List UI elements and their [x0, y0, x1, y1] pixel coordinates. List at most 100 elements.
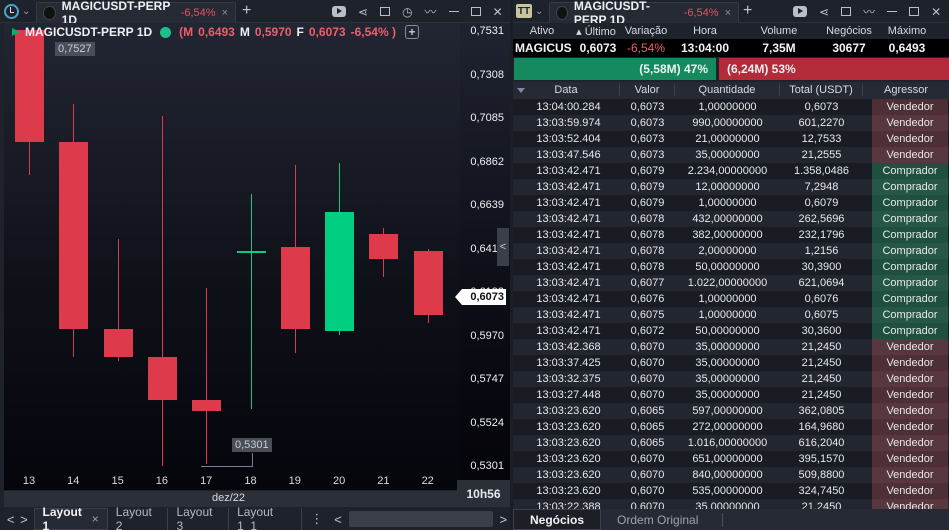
layout-tab-3[interactable]: Layout 3: [168, 505, 230, 530]
table-row[interactable]: 13:03:23.620 0,6070 840,00000000 509,8800 Ve…: [513, 467, 949, 483]
price-axis[interactable]: 0,75310,73080,70850,68620,66390,64160,61…: [460, 23, 510, 480]
table-row[interactable]: 13:03:22.388 0,6070 35,00000000 21,2450 Vend…: [513, 499, 949, 509]
table-row[interactable]: 13:03:42.368 0,6070 35,00000000 21,2450 Vend…: [513, 339, 949, 355]
quote-header-ativo[interactable]: Ativo: [529, 25, 555, 37]
close-layout-icon[interactable]: ×: [91, 512, 99, 526]
time-axis-label: 15: [111, 475, 124, 487]
cell-quantidade: 50,00000000: [695, 325, 760, 337]
table-row[interactable]: 13:03:42.471 0,6078 50,00000000 30,3900 Comp…: [513, 259, 949, 275]
sort-desc-icon[interactable]: [517, 88, 525, 93]
maximize-icon[interactable]: [909, 7, 920, 16]
quote-header-maximo[interactable]: Máximo: [887, 25, 927, 37]
time-axis[interactable]: 13 14 15 16 17 18 19 20 21 22: [4, 470, 460, 490]
candlestick-chart[interactable]: [4, 23, 460, 490]
table-row[interactable]: 13:03:42.471 0,6078 2,00000000 1,2156 Compra…: [513, 243, 949, 259]
table-row[interactable]: 13:03:42.471 0,6078 432,00000000 262,5696 Co…: [513, 211, 949, 227]
column-header-data[interactable]: Data: [513, 84, 620, 96]
chevron-down-icon[interactable]: ⌄: [22, 6, 31, 17]
close-window-icon[interactable]: ✕: [492, 4, 503, 19]
month-label: dez/22: [212, 492, 246, 504]
cell-quantidade: 35,00000000: [695, 357, 760, 369]
table-row[interactable]: 13:03:32.375 0,6070 35,00000000 21,2450 Vend…: [513, 371, 949, 387]
add-tab-button[interactable]: +: [743, 2, 753, 19]
cell-quantidade: 272,00000000: [692, 421, 763, 433]
cell-quantidade: 1.022,00000000: [687, 277, 768, 289]
close-tab-icon[interactable]: ×: [221, 7, 228, 19]
add-tab-button[interactable]: +: [242, 2, 252, 19]
windows-icon[interactable]: [380, 7, 391, 16]
cell-data: 13:03:23.620: [536, 469, 601, 481]
tab-magicusdt-chart[interactable]: MAGICUSDT-PERP 1D -6,54% ×: [36, 0, 236, 27]
table-row[interactable]: 13:03:47.546 0,6073 35,00000000 21,2555 Vend…: [513, 147, 949, 163]
times-trades-icon[interactable]: TT: [516, 4, 532, 18]
collapse-panel-button[interactable]: <: [497, 228, 509, 266]
replay-icon[interactable]: [332, 6, 346, 17]
table-row[interactable]: 13:03:42.471 0,6075 1,00000000 0,6075 Compra…: [513, 307, 949, 323]
cell-valor: 0,6079: [630, 165, 665, 177]
layout-tab-2[interactable]: Layout 2: [108, 505, 169, 530]
prev-layout-button[interactable]: <: [6, 511, 15, 527]
quote-header-ultimo[interactable]: ▴ Último: [576, 26, 616, 38]
cell-agressor: Vendedor: [872, 483, 948, 499]
table-row[interactable]: 13:03:42.471 0,6079 2.234,00000000 1.358,04…: [513, 163, 949, 179]
quote-header-variacao[interactable]: Variação: [624, 25, 668, 37]
table-row[interactable]: 13:03:23.620 0,6070 535,00000000 324,7450 Ve…: [513, 483, 949, 499]
table-row[interactable]: 13:03:42.471 0,6076 1,00000000 0,6076 Compra…: [513, 291, 949, 307]
time-axis-label: 21: [377, 475, 390, 487]
table-row[interactable]: 13:03:42.471 0,6079 12,00000000 7,2948 Compr…: [513, 179, 949, 195]
low-marker: 0,5301: [232, 438, 272, 452]
column-header-total[interactable]: Total (USDT): [780, 84, 863, 96]
quote-header-volume[interactable]: Volume: [760, 25, 798, 37]
close-window-icon[interactable]: ✕: [931, 4, 942, 19]
minimize-icon[interactable]: [448, 10, 459, 13]
tab-magicusdt-trades[interactable]: MAGICUSDT-PERP 1D -6,54% ×: [549, 0, 739, 27]
minimize-icon[interactable]: [887, 10, 898, 13]
scroll-left-button[interactable]: <: [334, 511, 342, 527]
chevron-down-icon[interactable]: ⌄: [535, 6, 544, 17]
clock-icon[interactable]: [4, 4, 19, 19]
status-dot-icon: [160, 26, 172, 38]
table-row[interactable]: 13:03:42.471 0,6079 1,00000000 0,6079 Compra…: [513, 195, 949, 211]
table-row[interactable]: 13:03:42.471 0,6078 382,00000000 232,1796 Co…: [513, 227, 949, 243]
table-row[interactable]: 13:04:00.284 0,6073 1,00000000 0,6073 Vended…: [513, 99, 949, 115]
indicators-icon[interactable]: 〰: [863, 5, 876, 19]
table-row[interactable]: 13:03:52.404 0,6073 21,00000000 12,7533 Vend…: [513, 131, 949, 147]
indicators-icon[interactable]: 〰: [424, 5, 437, 19]
table-row[interactable]: 13:03:42.471 0,6072 50,00000000 30,3600 Comp…: [513, 323, 949, 339]
table-row[interactable]: 13:03:37.425 0,6070 35,00000000 21,2450 Vend…: [513, 355, 949, 371]
next-layout-button[interactable]: >: [20, 511, 28, 527]
maximize-icon[interactable]: [470, 7, 481, 16]
table-row[interactable]: 13:03:27.448 0,6070 35,00000000 21,2450 Vend…: [513, 387, 949, 403]
cell-agressor: Vendedor: [872, 403, 948, 419]
table-row[interactable]: 13:03:23.620 0,6065 272,00000000 164,9680 Ve…: [513, 419, 949, 435]
share-icon[interactable]: ⋖: [819, 4, 830, 19]
scroll-right-button[interactable]: >: [499, 511, 508, 527]
candle-body: [147, 356, 177, 400]
add-indicator-button[interactable]: +: [404, 25, 419, 39]
layout-tab-1-1[interactable]: Layout 1_1: [229, 505, 303, 530]
close-tab-icon[interactable]: ×: [724, 7, 731, 19]
column-header-quantidade[interactable]: Quantidade: [675, 84, 780, 96]
quote-row[interactable]: MAGICUS 0,6073 -6,54% 13:04:00 7,35M 306…: [513, 39, 949, 57]
tab-negocios[interactable]: Negócios: [513, 509, 602, 530]
table-row[interactable]: 13:03:59.974 0,6073 990,00000000 601,2270 Ve…: [513, 115, 949, 131]
layout-tabbar: < > Layout 1 × Layout 2 Layout 3 Layout …: [0, 505, 510, 530]
legend-min-label: M: [239, 25, 250, 39]
timeframe-clock-icon[interactable]: ◷: [402, 4, 413, 19]
replay-icon[interactable]: [793, 6, 807, 17]
table-row[interactable]: 13:03:23.620 0,6070 651,00000000 395,1570 Ve…: [513, 451, 949, 467]
tab-ordem-original[interactable]: Ordem Original: [617, 512, 699, 527]
quote-header-hora[interactable]: Hora: [693, 25, 717, 37]
horizontal-scrollbar[interactable]: [348, 511, 493, 527]
column-header-valor[interactable]: Valor: [620, 84, 675, 96]
table-row[interactable]: 13:03:23.620 0,6065 597,00000000 362,0805 Ve…: [513, 403, 949, 419]
quote-header-negocios[interactable]: Negócios: [826, 25, 872, 37]
more-options-icon[interactable]: ⋮: [310, 511, 324, 526]
table-row[interactable]: 13:03:42.471 0,6077 1.022,00000000 621,0694…: [513, 275, 949, 291]
layout-tab-1[interactable]: Layout 1 ×: [33, 505, 108, 530]
trades-table-body[interactable]: 13:04:00.284 0,6073 1,00000000 0,6073 Vended…: [513, 99, 949, 509]
column-header-agressor[interactable]: Agressor: [883, 84, 929, 96]
share-icon[interactable]: ⋖: [358, 4, 369, 19]
table-row[interactable]: 13:03:23.620 0,6065 1.016,00000000 616,2040…: [513, 435, 949, 451]
windows-icon[interactable]: [841, 7, 852, 16]
